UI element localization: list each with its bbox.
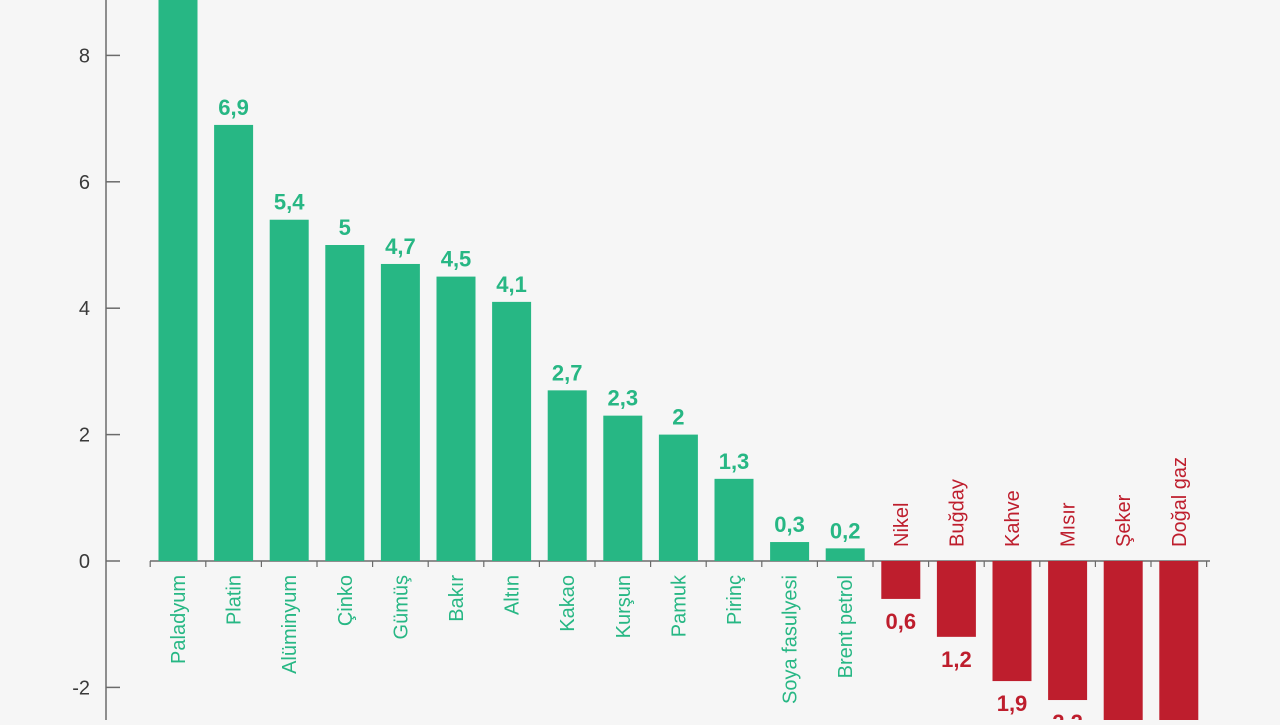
category-label: Şeker (1113, 494, 1135, 547)
bars-layer (158, 0, 1199, 725)
value-label: 2,2 (1052, 710, 1083, 720)
bar (714, 478, 754, 561)
bar (214, 124, 254, 562)
bar (881, 561, 921, 599)
bar (158, 0, 198, 561)
bar (1159, 561, 1199, 725)
value-label: 0,6 (886, 609, 917, 634)
value-label: 1,2 (941, 647, 972, 672)
category-label: Nikel (891, 503, 913, 547)
category-label: Altın (502, 575, 524, 615)
category-label: Kahve (1002, 490, 1024, 547)
bar (770, 542, 810, 561)
bar (325, 245, 365, 561)
category-label: Paladyum (168, 575, 190, 664)
y-tick-label: 4 (79, 298, 90, 320)
category-label: Kakao (557, 575, 579, 632)
value-label: 0,3 (774, 512, 805, 537)
category-label: Brent petrol (835, 575, 857, 678)
category-label: Soya fasulyesi (780, 575, 802, 704)
value-label: 1,3 (719, 449, 750, 474)
y-tick-label: 2 (79, 425, 90, 447)
category-label: Pamuk (668, 574, 690, 637)
bar (603, 415, 643, 561)
value-label: 5,4 (274, 190, 305, 215)
bar (269, 219, 309, 561)
bar (1048, 561, 1088, 701)
category-label: Doğal gaz (1169, 457, 1191, 547)
category-label: Mısır (1058, 502, 1080, 547)
bar (380, 263, 420, 561)
bar (825, 548, 865, 561)
value-label: 4,7 (385, 234, 416, 259)
value-label: 4,1 (496, 272, 527, 297)
y-tick-label: 8 (79, 45, 90, 67)
category-label: Alüminyum (279, 575, 301, 674)
value-label: 6,9 (218, 95, 249, 120)
category-label: Bakır (446, 575, 468, 622)
bar (992, 561, 1032, 682)
bar (492, 301, 532, 561)
bar (658, 434, 698, 561)
y-tick-label: -2 (72, 677, 90, 699)
bar (1103, 561, 1143, 725)
value-label: 4,5 (441, 247, 472, 272)
value-label: 2 (672, 405, 684, 430)
value-label: 2,7 (552, 360, 583, 385)
y-tick-label: 6 (79, 172, 90, 194)
y-tick-label: 0 (79, 551, 90, 573)
category-label: Pirinç (724, 575, 746, 625)
value-label: 5 (339, 215, 351, 240)
bar (936, 561, 976, 637)
category-label: Kurşun (613, 575, 635, 638)
category-label: Buğday (946, 479, 968, 547)
category-label: Gümüş (390, 575, 412, 639)
value-label: 0,2 (830, 518, 861, 543)
value-label: 2,3 (608, 386, 639, 411)
value-label: 1,9 (997, 691, 1028, 716)
bar (436, 276, 476, 561)
category-label: Platin (224, 575, 246, 625)
bar (547, 390, 587, 561)
labels-layer: Paladyum 6,9 Platin 5,4 Alüminyum 5 Çinko 4,7 Gü… (168, 95, 1191, 725)
category-label: Çinko (335, 575, 357, 626)
